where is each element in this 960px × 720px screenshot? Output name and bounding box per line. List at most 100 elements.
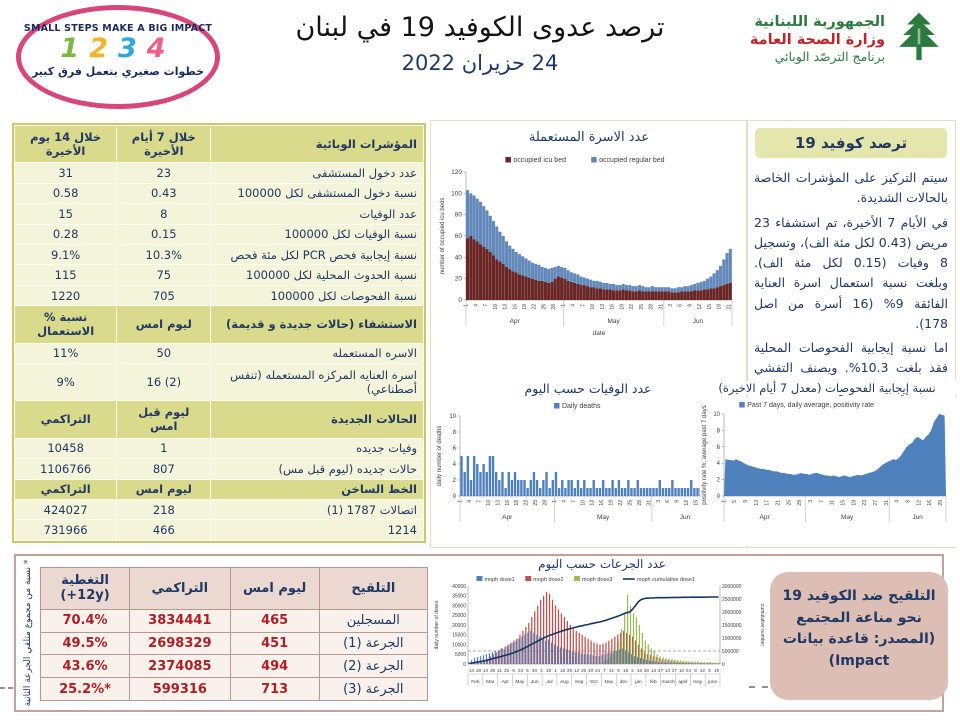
table-row: نسبة الحدوث المحلية لكل 100000 75 115 (13, 264, 424, 286)
value-cell: 451 (229, 631, 320, 656)
svg-text:15: 15 (707, 304, 713, 310)
svg-text:7: 7 (819, 500, 825, 503)
svg-text:Apr: Apr (501, 679, 509, 685)
indicators-section-header: الحالات الجديدة ليوم قبل امس التراكمي (13, 400, 424, 439)
svg-text:8: 8 (717, 428, 721, 434)
svg-text:22: 22 (524, 500, 530, 506)
svg-text:May: May (841, 514, 854, 521)
svg-text:22: 22 (700, 668, 706, 673)
page-date: 24 حزيران 2022 (401, 51, 559, 75)
table-row: عدد الوفيات 8 15 (13, 203, 424, 225)
svg-text:5: 5 (617, 668, 620, 673)
table-row: اتصالات 1787 (1) 218 424027 (13, 498, 424, 521)
value-cell: 713 (229, 677, 320, 701)
svg-text:16: 16 (599, 500, 605, 506)
svg-text:25: 25 (533, 500, 539, 506)
indicator-cell: اتصالات 1787 (1) (210, 498, 424, 521)
svg-text:4: 4 (473, 304, 479, 307)
svg-text:2: 2 (717, 478, 721, 484)
moph-logo-text: الجمهورية اللبنانية وزارة الصحة العامة ب… (750, 13, 885, 65)
value-cell: 0.15 (116, 223, 212, 246)
svg-text:19: 19 (623, 668, 629, 673)
svg-text:Sep: Sep (575, 679, 584, 685)
svg-text:80: 80 (455, 212, 463, 219)
campaign-logo-numbers: 1234 (21, 35, 215, 62)
svg-text:18: 18 (717, 304, 723, 310)
svg-text:16: 16 (610, 304, 616, 310)
svg-text:6: 6 (453, 446, 457, 452)
value-cell: 1106766 (13, 458, 118, 480)
value-cell: 218 (116, 498, 212, 521)
svg-text:5: 5 (708, 668, 711, 673)
svg-text:10: 10 (493, 304, 499, 310)
campaign-number-1: 1 (60, 33, 90, 64)
svg-text:moph dose3: moph dose3 (582, 577, 612, 583)
svg-text:60: 60 (455, 233, 463, 240)
svg-text:May: May (607, 318, 620, 325)
svg-text:Jun: Jun (912, 514, 923, 521)
value-cell: 16 (2) (116, 363, 212, 402)
svg-text:8: 8 (694, 668, 697, 673)
moph-line-program: برنامج الترصّد الوبائي (774, 49, 885, 65)
svg-text:1: 1 (464, 304, 470, 307)
dose-label-cell: الجرعة (3) (318, 677, 429, 701)
svg-text:2: 2 (453, 478, 457, 484)
value-cell: 10.3% (116, 244, 212, 266)
svg-text:25: 25 (627, 500, 633, 506)
svg-text:28: 28 (551, 304, 557, 310)
vaccination-footnote: * نسبة من مجموع متلقي الجرعة الثانية (23, 559, 33, 707)
svg-text:120: 120 (451, 169, 462, 176)
value-cell: 115 (13, 264, 118, 286)
svg-text:35000: 35000 (452, 594, 466, 600)
svg-text:13: 13 (600, 304, 606, 310)
svg-text:4: 4 (453, 462, 457, 468)
value-cell: 43.6% (39, 654, 131, 679)
value-cell: 15 (13, 203, 118, 225)
svg-text:May: May (597, 514, 610, 521)
value-cell: 23 (116, 162, 212, 184)
svg-text:29: 29 (797, 500, 803, 506)
surveillance-panel-text: سيتم التركيز على المؤشرات الخاصة بالحالا… (754, 168, 948, 403)
svg-text:may: may (693, 680, 703, 685)
svg-text:19: 19 (522, 304, 528, 310)
dose-label-cell: الجرعة (2) (318, 654, 429, 679)
value-cell: 31 (13, 162, 118, 184)
svg-text:26: 26 (581, 668, 587, 673)
svg-text:16: 16 (637, 668, 643, 673)
svg-text:occupied icu bed: occupied icu bed (513, 157, 566, 164)
value-cell: 731966 (13, 519, 118, 541)
svg-text:Jun: Jun (531, 679, 539, 685)
svg-text:19: 19 (514, 500, 520, 506)
svg-text:7: 7 (476, 500, 482, 503)
svg-text:date: date (593, 330, 606, 337)
value-cell: 0.58 (13, 182, 118, 205)
header-cell: الاستشفاء (حالات جديدة و قديمة) (210, 305, 424, 344)
header-cell: ليوم امس (116, 305, 212, 344)
doses-chart: 0 5000 10000 15000 20000 25000 30000 35000 40000… (432, 572, 766, 710)
svg-text:moph dose1: moph dose1 (484, 577, 514, 583)
value-cell: 8 (116, 203, 212, 225)
header-cell: التراكمي (129, 567, 231, 610)
charts-middle-panel (430, 120, 747, 548)
svg-text:7: 7 (603, 668, 606, 673)
svg-text:2000000: 2000000 (722, 610, 742, 616)
campaign-logo-slogan-en: SMALL STEPS MAKE A BIG IMPACT (23, 23, 213, 34)
table-row: 1214 466 731966 (13, 519, 424, 541)
indicator-cell: نسبة إيجابية فحص PCR لكل مئة فحص (210, 244, 424, 266)
svg-text:occupied regular bed: occupied regular bed (599, 157, 664, 164)
svg-text:28: 28 (543, 500, 549, 506)
svg-text:Past 7 days, daily average, po: Past 7 days, daily average, positivity r… (747, 402, 874, 409)
svg-text:4: 4 (571, 304, 577, 307)
svg-text:16: 16 (505, 500, 511, 506)
header-cell: التراكمي (13, 400, 118, 439)
svg-text:number of occupied icu beds: number of occupied icu beds (440, 198, 446, 275)
svg-text:3: 3 (668, 304, 674, 307)
svg-text:15: 15 (560, 668, 566, 673)
svg-text:feb: feb (650, 679, 657, 685)
svg-text:Oct: Oct (590, 679, 598, 685)
vaccination-table-panel: التلقيح ليوم امس التراكمي التغطية ‪(+12y)‬ ا… (39, 567, 429, 701)
indicators-section-header: الاستشفاء (حالات جديدة و قديمة) ليوم امس%… (13, 305, 424, 344)
